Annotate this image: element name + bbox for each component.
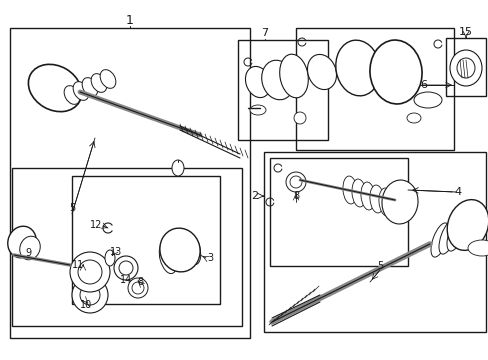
Ellipse shape [64, 86, 80, 104]
Ellipse shape [279, 54, 307, 98]
Bar [12, 168, 242, 326]
Text: 2: 2 [251, 191, 258, 201]
Ellipse shape [72, 277, 108, 313]
Ellipse shape [82, 78, 98, 96]
Bar [72, 176, 220, 304]
Ellipse shape [454, 214, 472, 248]
Text: 7: 7 [261, 28, 268, 38]
Ellipse shape [360, 182, 374, 210]
Ellipse shape [91, 74, 107, 93]
Ellipse shape [245, 66, 270, 98]
Text: 3: 3 [206, 253, 213, 263]
Ellipse shape [293, 112, 305, 124]
Ellipse shape [369, 40, 421, 104]
Text: 12: 12 [90, 220, 102, 230]
Ellipse shape [438, 220, 456, 254]
Ellipse shape [128, 278, 148, 298]
Ellipse shape [105, 250, 115, 266]
Bar [295, 28, 453, 150]
Ellipse shape [446, 217, 464, 251]
Ellipse shape [261, 60, 294, 100]
Ellipse shape [172, 160, 183, 176]
Ellipse shape [413, 92, 441, 108]
Ellipse shape [381, 180, 417, 224]
Ellipse shape [378, 188, 392, 216]
Bar [445, 38, 485, 96]
Ellipse shape [369, 185, 383, 213]
Ellipse shape [449, 50, 481, 86]
Ellipse shape [114, 256, 138, 280]
Ellipse shape [80, 285, 100, 305]
Text: 9: 9 [25, 248, 31, 258]
Ellipse shape [167, 239, 184, 271]
Bar [238, 40, 327, 140]
Ellipse shape [307, 54, 336, 90]
Ellipse shape [119, 261, 133, 275]
Ellipse shape [285, 172, 305, 192]
Ellipse shape [406, 113, 420, 123]
Ellipse shape [73, 82, 89, 100]
Ellipse shape [467, 240, 488, 256]
Ellipse shape [20, 236, 40, 260]
Text: 13: 13 [110, 247, 122, 257]
Text: 11: 11 [72, 260, 84, 270]
Ellipse shape [132, 282, 143, 294]
Ellipse shape [175, 237, 192, 267]
Text: 1: 1 [126, 14, 134, 27]
Bar [264, 152, 485, 332]
Text: 10: 10 [80, 300, 92, 310]
Ellipse shape [28, 64, 81, 112]
Ellipse shape [289, 176, 302, 188]
Bar [269, 158, 407, 266]
Ellipse shape [447, 200, 488, 250]
Text: 6: 6 [420, 80, 427, 90]
Text: 5: 5 [69, 203, 75, 213]
Text: 5: 5 [376, 261, 382, 271]
Ellipse shape [351, 179, 366, 207]
Text: 14: 14 [120, 275, 132, 285]
Ellipse shape [183, 233, 201, 265]
Ellipse shape [78, 260, 102, 284]
Ellipse shape [249, 105, 265, 115]
Ellipse shape [159, 242, 176, 274]
Ellipse shape [8, 226, 36, 258]
Bar [10, 28, 249, 338]
Ellipse shape [342, 176, 356, 204]
Ellipse shape [100, 69, 116, 88]
Ellipse shape [335, 40, 380, 96]
Text: 8: 8 [137, 277, 143, 287]
Text: 4: 4 [453, 187, 461, 197]
Ellipse shape [456, 58, 474, 78]
Ellipse shape [430, 223, 448, 257]
Text: 15: 15 [458, 27, 472, 37]
Ellipse shape [160, 228, 200, 272]
Ellipse shape [70, 252, 110, 292]
Text: 8: 8 [292, 191, 299, 201]
